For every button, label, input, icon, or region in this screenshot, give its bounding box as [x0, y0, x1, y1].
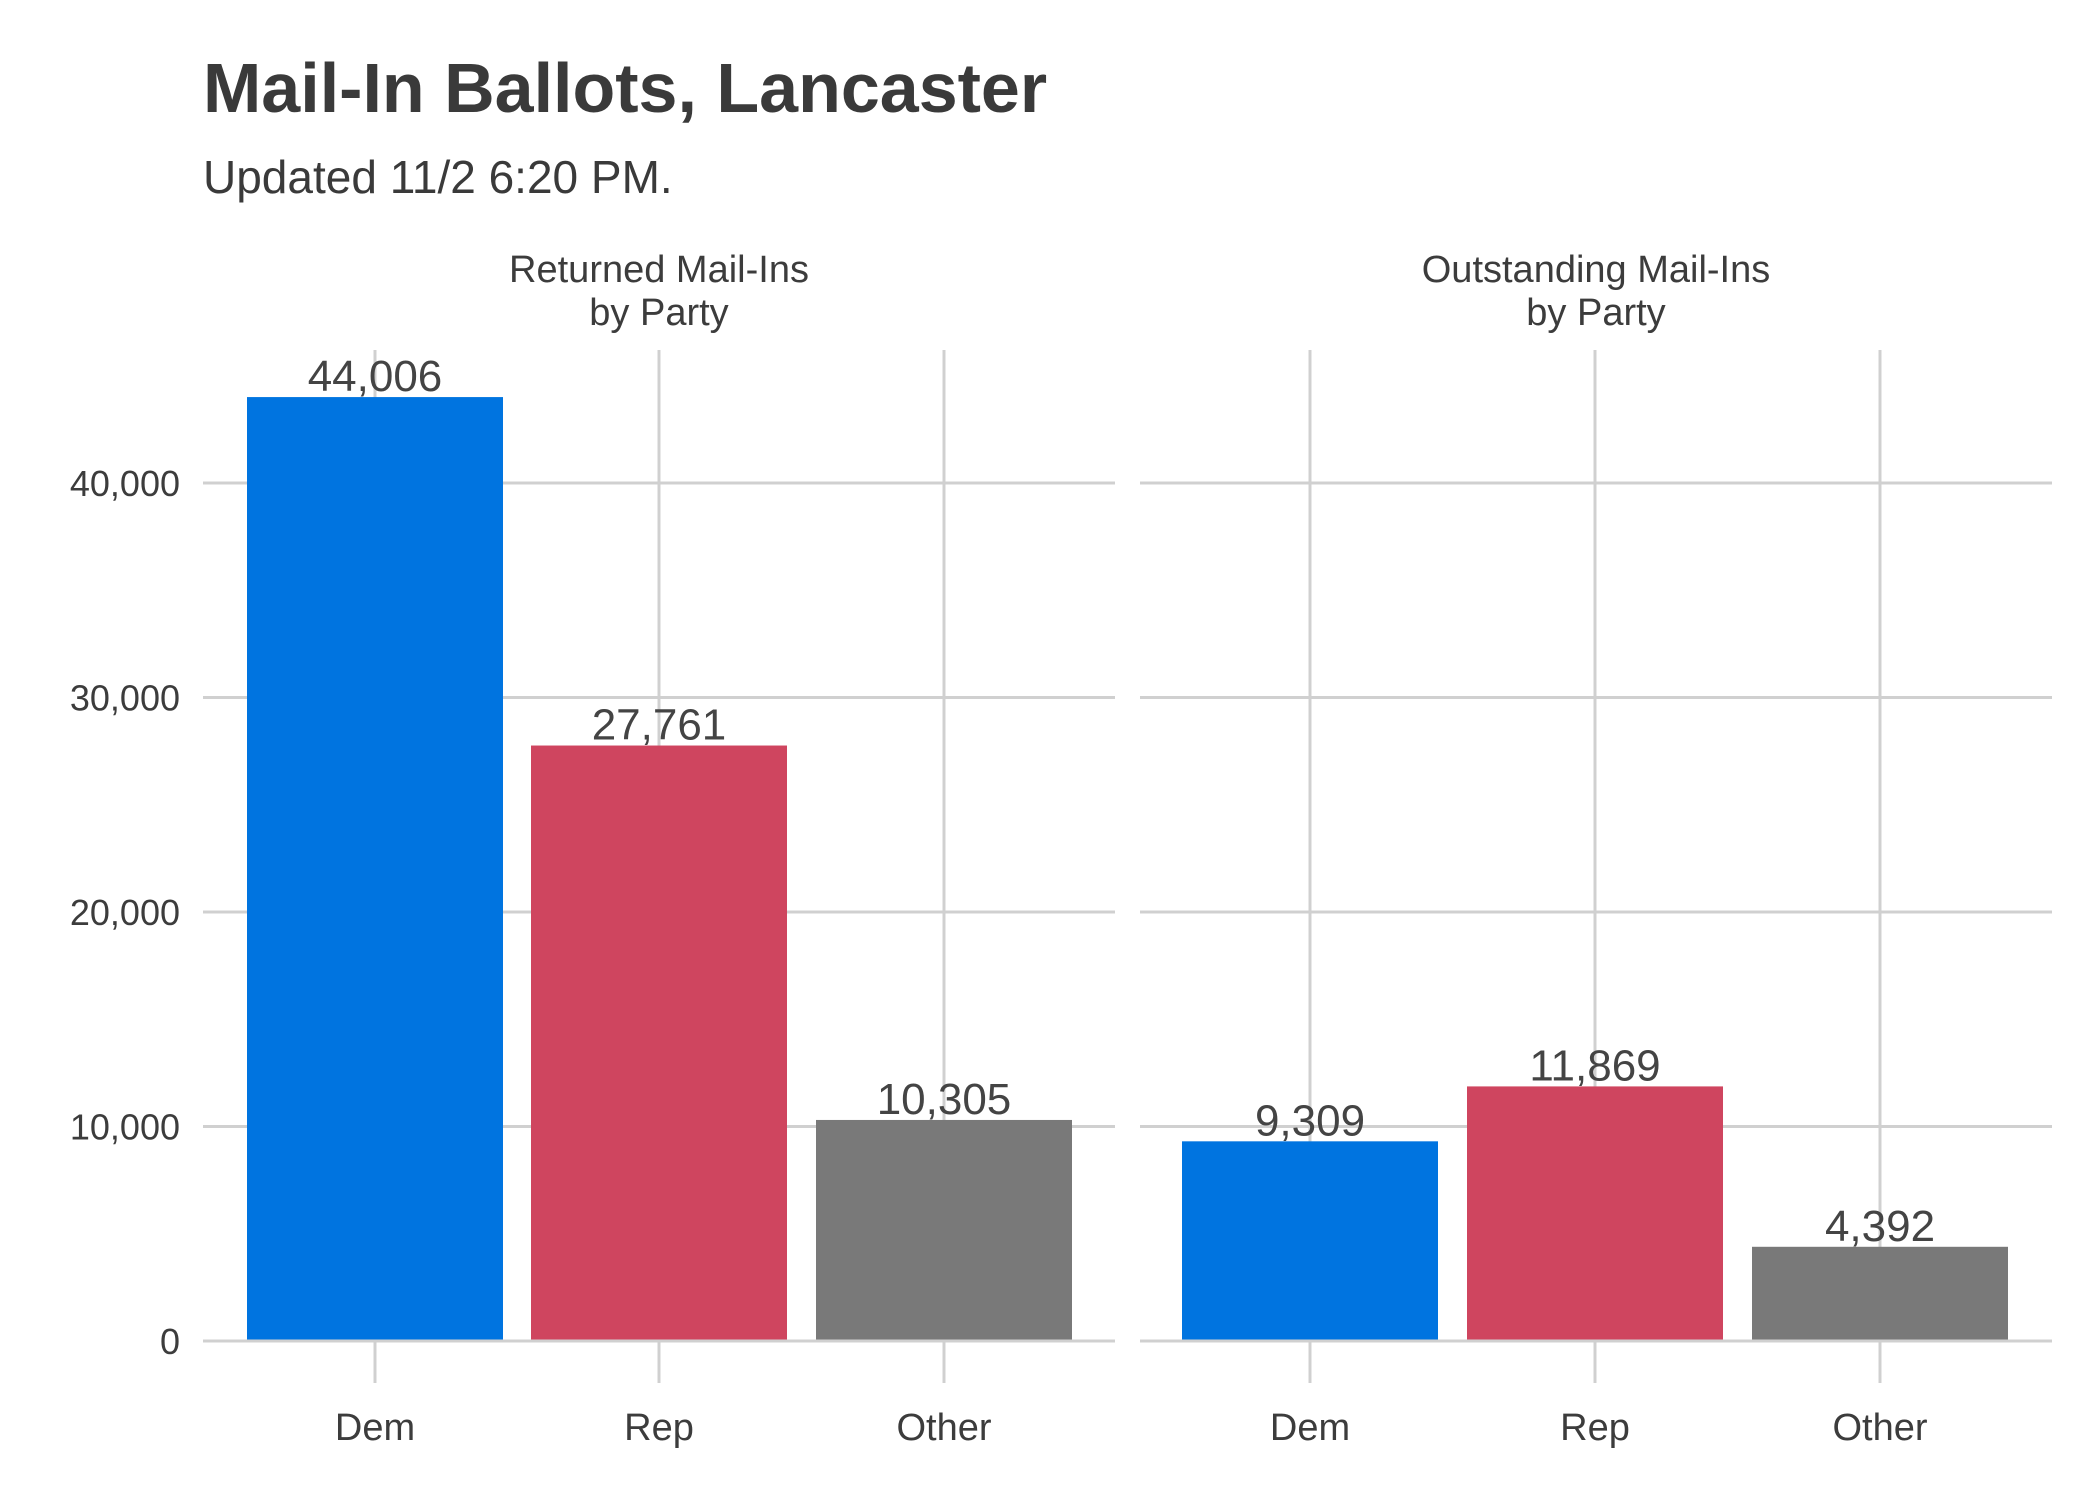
- panel-title: by Party: [1526, 292, 1665, 334]
- data-label: 10,305: [877, 1075, 1012, 1124]
- panel-title: Outstanding Mail-Ins: [1422, 249, 1771, 291]
- data-label: 11,869: [1529, 1041, 1660, 1090]
- bar-other: [816, 1119, 1072, 1341]
- y-tick-label: 40,000: [70, 463, 180, 504]
- bar-rep: [1467, 1086, 1723, 1341]
- bar-other: [1752, 1246, 2008, 1341]
- x-category-label: Other: [896, 1407, 991, 1449]
- y-tick-label: 10,000: [70, 1107, 180, 1148]
- data-label: 44,006: [308, 352, 443, 401]
- x-category-label: Other: [1832, 1407, 1927, 1449]
- y-tick-label: 30,000: [70, 678, 180, 719]
- x-category-label: Rep: [1560, 1407, 1630, 1449]
- bar-dem: [1182, 1141, 1438, 1341]
- x-category-label: Dem: [1270, 1407, 1350, 1449]
- panel-title: by Party: [589, 292, 728, 334]
- chart-title: Mail-In Ballots, Lancaster: [203, 49, 1048, 127]
- y-tick-label: 0: [160, 1321, 180, 1362]
- data-label: 27,761: [592, 701, 727, 750]
- bar-dem: [247, 397, 503, 1341]
- x-category-label: Dem: [335, 1407, 415, 1449]
- x-category-label: Rep: [624, 1407, 694, 1449]
- bar-rep: [531, 745, 787, 1341]
- chart-subtitle: Updated 11/2 6:20 PM.: [203, 151, 673, 203]
- y-tick-label: 20,000: [70, 892, 180, 933]
- data-label: 9,309: [1255, 1096, 1365, 1145]
- data-label: 4,392: [1825, 1202, 1935, 1251]
- panel-title: Returned Mail-Ins: [509, 249, 809, 291]
